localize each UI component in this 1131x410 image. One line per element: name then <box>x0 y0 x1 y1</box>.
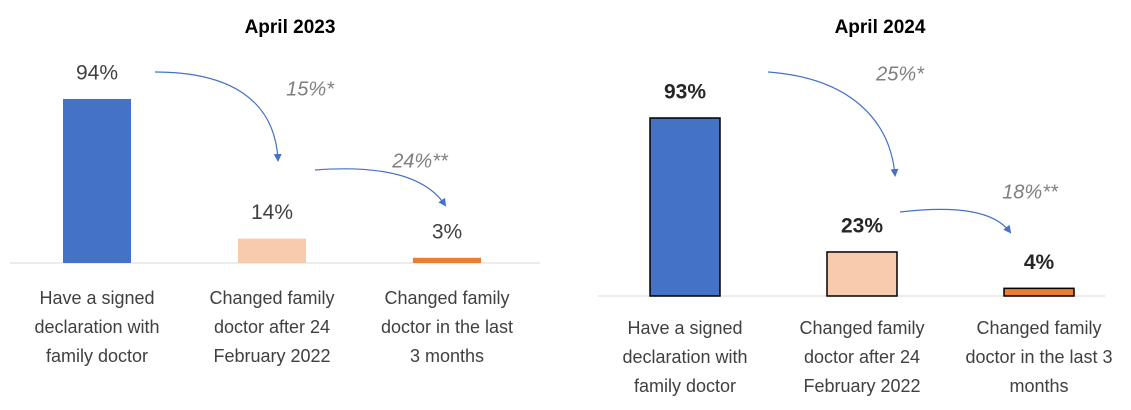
category-label: Have a signed declaration with family do… <box>622 318 748 396</box>
annotation: 24%** <box>391 150 449 172</box>
category-label: Changed family doctor in the last 3 mont… <box>380 288 514 366</box>
arrow <box>767 71 899 177</box>
value-label: 93% <box>664 81 706 104</box>
category-label: Changed family doctor in the last 3 mont… <box>965 318 1113 396</box>
arrow <box>154 71 282 162</box>
bar <box>413 257 481 263</box>
chart-title: April 2023 <box>245 17 336 38</box>
arrow <box>899 208 1012 234</box>
category-label: Changed family doctor after 24 February … <box>799 318 925 396</box>
value-label: 94% <box>76 62 118 85</box>
bar <box>238 238 306 263</box>
value-label: 14% <box>251 201 293 224</box>
category-label: Have a signed declaration with family do… <box>34 288 160 366</box>
chart-right: April 2024 93% 23% 4% 25%* 18%** <box>598 17 1105 297</box>
bar <box>649 117 721 297</box>
bar <box>826 251 898 297</box>
annotation: 18%** <box>1002 181 1059 203</box>
chart-title: April 2024 <box>835 17 926 38</box>
value-label: 3% <box>432 220 462 243</box>
category-label: Changed family doctor after 24 February … <box>209 288 335 366</box>
value-label: 4% <box>1024 251 1055 274</box>
arrow <box>314 168 447 207</box>
annotation: 15%* <box>286 78 335 100</box>
chart-left: April 2023 94% 14% 3% 15%* 24%** <box>10 17 540 264</box>
bar <box>63 98 131 263</box>
annotation: 25%* <box>875 63 925 85</box>
bar <box>1003 287 1075 297</box>
value-label: 23% <box>841 215 883 238</box>
